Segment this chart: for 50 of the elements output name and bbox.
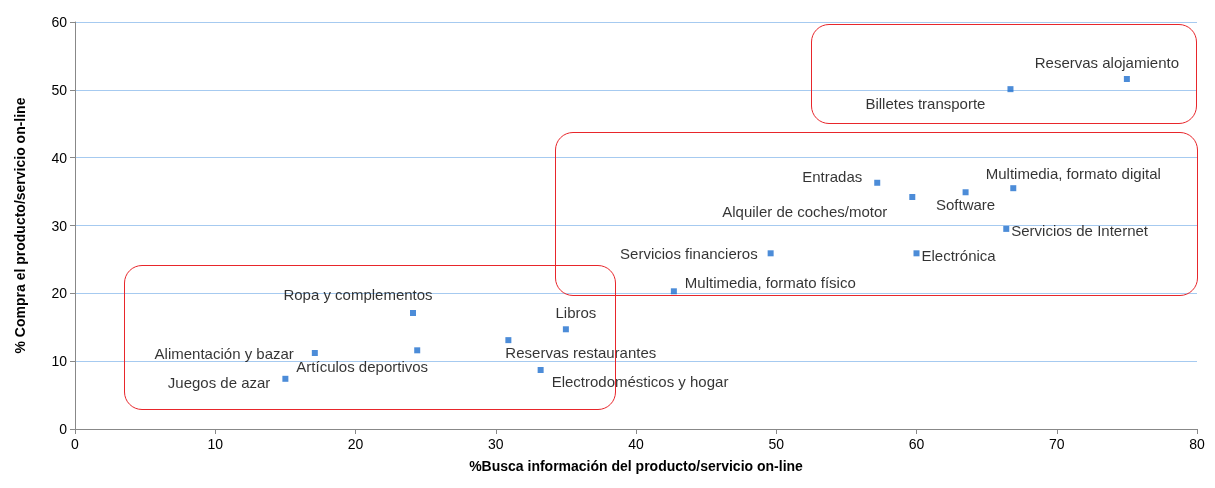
point bbox=[670, 288, 677, 295]
point bbox=[505, 337, 512, 344]
point bbox=[1010, 185, 1017, 192]
y-tick-label: 40 bbox=[51, 149, 68, 166]
y-axis-title: % Compra el producto/servicio on-line bbox=[12, 97, 28, 354]
point bbox=[282, 375, 289, 382]
y-tick-label: 60 bbox=[51, 14, 68, 30]
x-axis-title: %Busca información del producto/servicio on-line bbox=[469, 458, 804, 474]
x-tick-label: 70 bbox=[1048, 436, 1065, 452]
y-tick-label: 10 bbox=[51, 353, 68, 370]
point bbox=[562, 326, 569, 333]
annotation: Software bbox=[935, 196, 996, 214]
annotation: Servicios de Internet bbox=[1011, 222, 1149, 240]
point bbox=[1003, 225, 1010, 232]
point bbox=[1123, 75, 1130, 82]
x-tick-label: 60 bbox=[908, 436, 925, 452]
annotation: Multimedia, formato digital bbox=[985, 165, 1161, 183]
point bbox=[311, 350, 318, 357]
annotation: Libros bbox=[555, 304, 597, 322]
y-tick-label: 30 bbox=[51, 217, 68, 234]
x-tick-label: 50 bbox=[768, 436, 785, 452]
annotation: Multimedia, formato físico bbox=[684, 273, 856, 291]
point bbox=[913, 250, 920, 257]
point bbox=[767, 250, 774, 257]
annotation: Entradas bbox=[802, 168, 863, 186]
annotation: Servicios financieros bbox=[620, 244, 758, 262]
y-tick-label: 0 bbox=[59, 421, 68, 437]
x-tick-label: 20 bbox=[347, 436, 364, 452]
point bbox=[537, 366, 544, 373]
annotation: Alimentación y bazar bbox=[154, 344, 294, 362]
annotation: Billetes transporte bbox=[865, 94, 986, 112]
y-tick-label: 20 bbox=[51, 285, 68, 302]
point bbox=[410, 310, 416, 317]
x-tick-label: 0 bbox=[71, 436, 80, 452]
annotation: Reservas alojamiento bbox=[1034, 53, 1179, 71]
point bbox=[909, 194, 916, 201]
point bbox=[874, 179, 881, 186]
y-tick-label: 50 bbox=[51, 81, 68, 98]
annotation: Alquiler de coches/motor bbox=[722, 202, 888, 220]
point bbox=[414, 347, 421, 354]
annotation: Ropa y complementos bbox=[283, 286, 433, 304]
x-tick-label: 30 bbox=[487, 436, 504, 452]
point bbox=[1007, 86, 1014, 93]
annotation: Juegos de azar bbox=[167, 374, 271, 392]
annotation: Artículos deportivos bbox=[296, 358, 429, 376]
x-tick-label: 80 bbox=[1189, 436, 1205, 452]
point bbox=[962, 189, 969, 196]
x-tick-label: 40 bbox=[628, 436, 644, 452]
x-tick-label: 10 bbox=[207, 436, 224, 452]
annotation: Electrónica bbox=[921, 246, 997, 264]
